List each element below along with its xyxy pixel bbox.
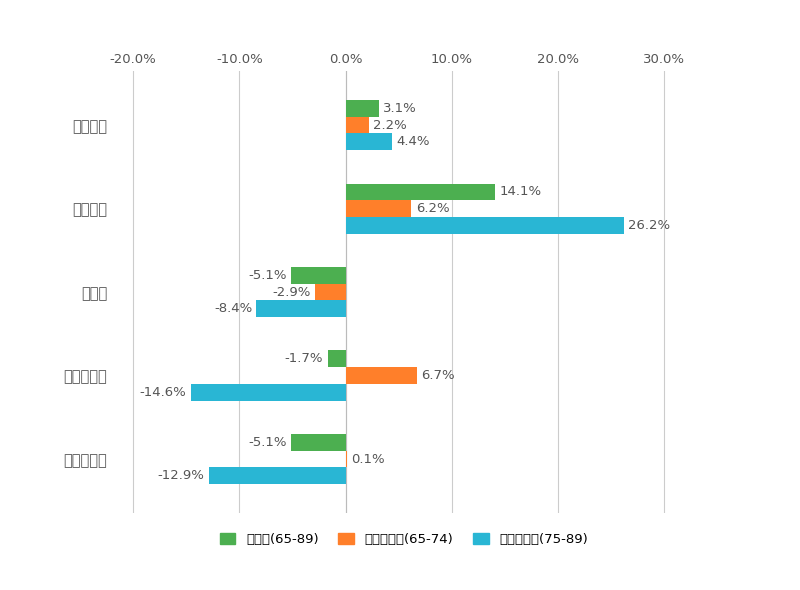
Text: -1.7%: -1.7% xyxy=(285,352,323,365)
Text: 6.7%: 6.7% xyxy=(421,369,454,382)
Bar xyxy=(346,367,417,384)
Text: 14.1%: 14.1% xyxy=(499,185,542,198)
Legend: 高齢者(65-89), 前期高齢者(65-74), 後期高齢者(75-89): 高齢者(65-89), 前期高齢者(65-74), 後期高齢者(75-89) xyxy=(214,527,594,551)
Bar xyxy=(291,434,346,451)
Text: 4.4%: 4.4% xyxy=(397,135,430,148)
Text: 26.2%: 26.2% xyxy=(628,219,670,232)
Bar xyxy=(209,467,346,484)
Bar xyxy=(346,133,392,150)
Text: 3.1%: 3.1% xyxy=(382,102,417,115)
Bar xyxy=(346,200,411,217)
Text: -5.1%: -5.1% xyxy=(249,436,287,449)
Bar xyxy=(346,217,624,234)
Text: 6.2%: 6.2% xyxy=(416,202,450,215)
Bar xyxy=(291,267,346,284)
Text: -2.9%: -2.9% xyxy=(272,286,310,299)
Text: 2.2%: 2.2% xyxy=(374,119,407,132)
Text: -8.4%: -8.4% xyxy=(214,302,252,315)
Bar xyxy=(346,117,369,133)
Bar xyxy=(346,183,495,200)
Bar xyxy=(190,384,346,401)
Text: 0.1%: 0.1% xyxy=(351,453,385,466)
Text: -5.1%: -5.1% xyxy=(249,269,287,282)
Bar xyxy=(315,284,346,300)
Bar xyxy=(327,350,346,367)
Bar xyxy=(346,100,378,117)
Text: -14.6%: -14.6% xyxy=(139,386,186,399)
Bar xyxy=(257,300,346,317)
Text: -12.9%: -12.9% xyxy=(158,469,204,482)
